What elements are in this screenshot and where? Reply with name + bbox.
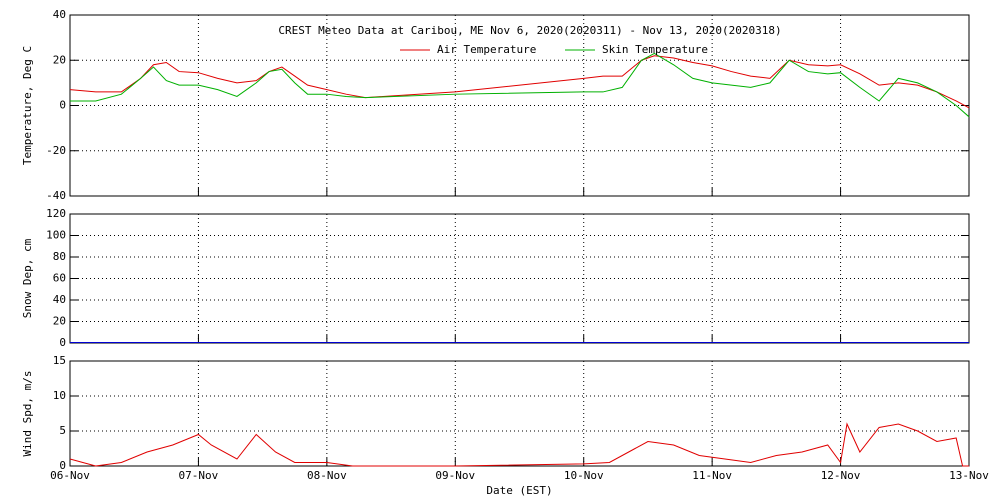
x-axis-label: Date (EST) [486, 484, 552, 497]
x-tick-label: 06-Nov [50, 469, 90, 482]
plot-frame [69, 213, 970, 344]
y-tick-label: 0 [59, 99, 66, 112]
x-tick-label: 10-Nov [564, 469, 604, 482]
y-tick-label: 10 [53, 389, 66, 402]
y-tick-label: 120 [46, 207, 66, 220]
plot-frame [69, 14, 970, 197]
y-axis-label: Wind Spd, m/s [21, 370, 34, 456]
y-tick-label: 40 [53, 8, 66, 21]
y-tick-label: 0 [59, 336, 66, 349]
series-line [70, 52, 970, 118]
y-tick-label: 40 [53, 293, 66, 306]
chart-title: CREST Meteo Data at Caribou, ME Nov 6, 2… [278, 24, 781, 37]
y-tick-label: 15 [53, 354, 66, 367]
y-tick-label: 0 [59, 459, 66, 472]
series-line [69, 55, 970, 109]
y-axis-label: Snow Dep, cm [21, 238, 34, 318]
x-tick-label: 12-Nov [821, 469, 861, 482]
x-tick-label: 11-Nov [692, 469, 732, 482]
y-tick-label: -20 [46, 144, 66, 157]
y-tick-label: 5 [59, 424, 66, 437]
y-axis-label: Temperature, Deg C [21, 46, 34, 165]
y-tick-label: 100 [46, 229, 66, 242]
series-line [69, 422, 969, 467]
legend-label: Skin Temperature [602, 43, 708, 56]
x-tick-label: 08-Nov [307, 469, 347, 482]
y-tick-label: -40 [46, 189, 66, 202]
y-tick-label: 80 [53, 250, 66, 263]
x-tick-label: 13-Nov [949, 469, 989, 482]
x-tick-label: 09-Nov [435, 469, 475, 482]
y-tick-label: 60 [53, 272, 66, 285]
y-tick-label: 20 [53, 53, 66, 66]
x-tick-label: 07-Nov [179, 469, 219, 482]
legend-label: Air Temperature [437, 43, 536, 56]
y-tick-label: 20 [53, 315, 66, 328]
plot-frame [69, 360, 970, 467]
